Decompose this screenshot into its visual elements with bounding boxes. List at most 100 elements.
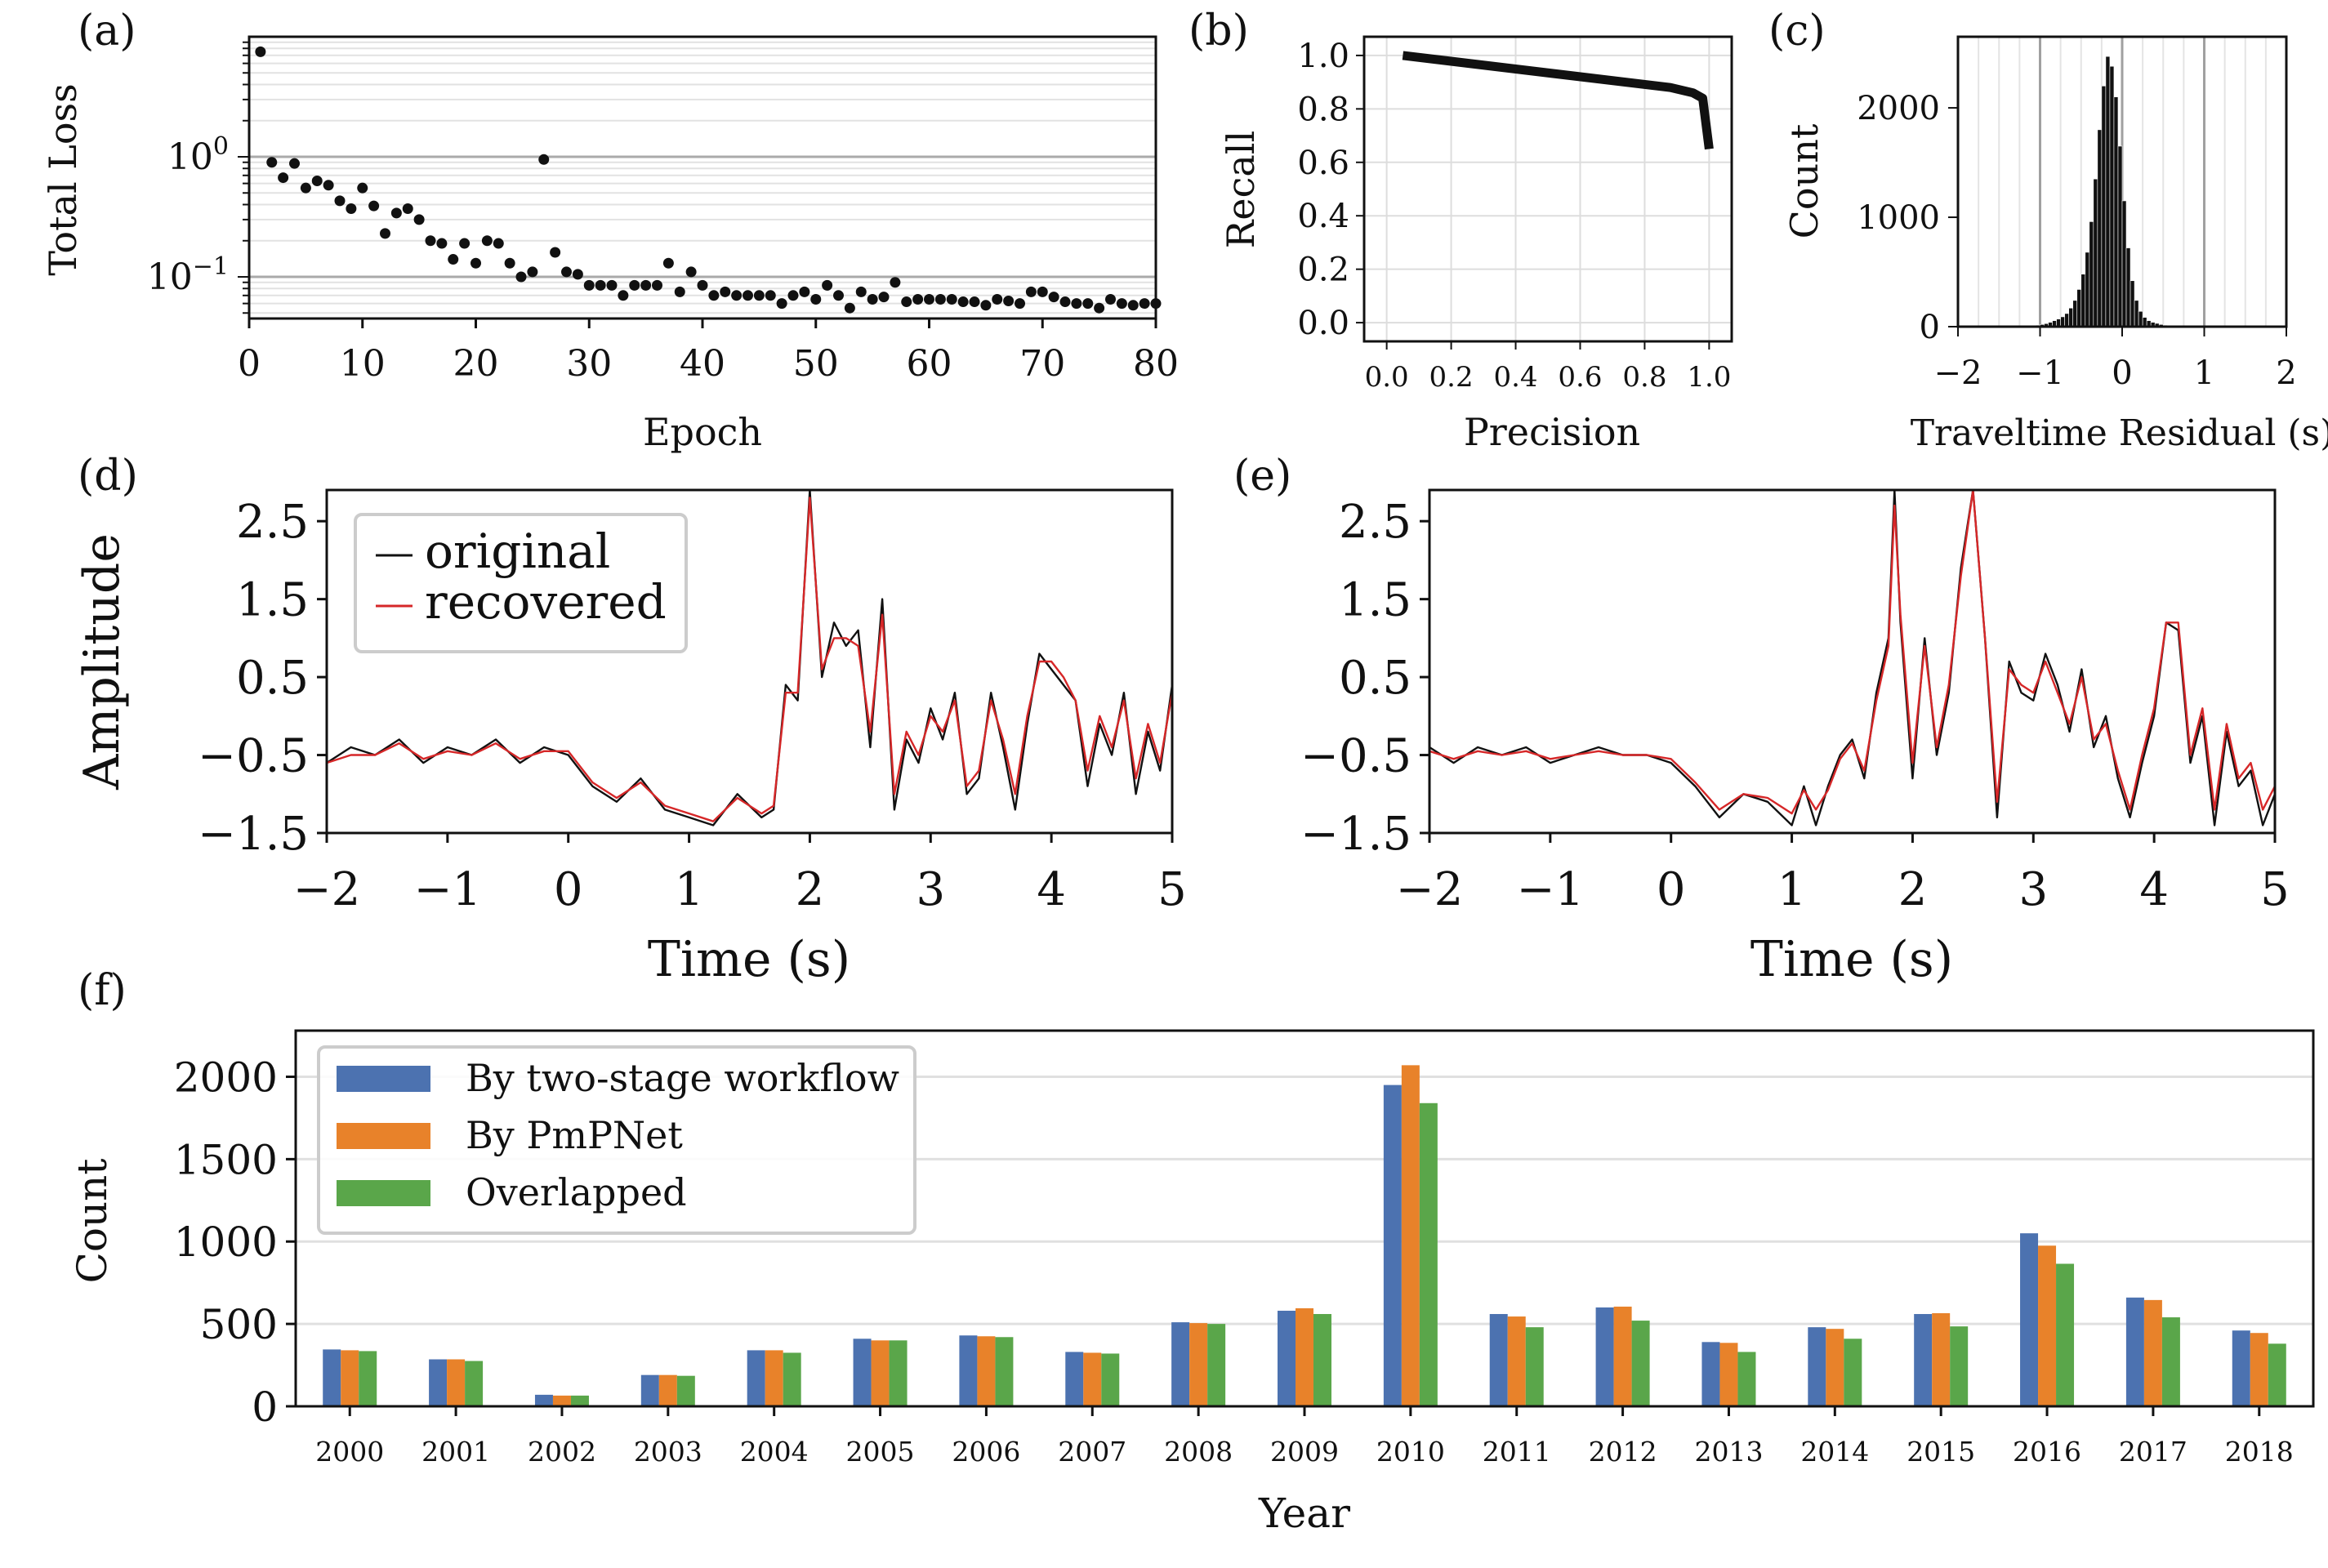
- panel-e-frame: [1428, 488, 2277, 835]
- data-point: [1082, 298, 1094, 310]
- panel-a-ticks: 0 10 20 30 40 50 60 70 80 100 10−1: [147, 41, 1179, 385]
- data-point: [595, 279, 606, 291]
- data-point: [289, 158, 300, 169]
- bar-2003-s2: [676, 1375, 695, 1406]
- panel-d-xlabel: Time (s): [648, 931, 850, 988]
- x-tick-label: 2001: [421, 1436, 490, 1468]
- data-point: [652, 279, 662, 291]
- x-tick-label: −2: [293, 863, 361, 916]
- bar-2008-s0: [1171, 1322, 1190, 1406]
- y-tick-label: 0.4: [1297, 198, 1349, 235]
- x-tick-label: 2009: [1270, 1436, 1339, 1468]
- y-tick-label: 1.5: [1339, 574, 1412, 627]
- bar-2015-s1: [1932, 1313, 1951, 1406]
- data-point: [311, 176, 323, 187]
- panel-a-grid: [249, 41, 1156, 314]
- y-tick-label: −1.5: [198, 808, 309, 861]
- data-point: [662, 257, 674, 269]
- data-point: [720, 286, 731, 297]
- y-tick-label: 0: [252, 1383, 278, 1431]
- data-point: [912, 294, 924, 305]
- x-tick-label: 0.8: [1622, 361, 1666, 394]
- bar-2002-s2: [570, 1395, 589, 1406]
- data-point: [776, 298, 787, 310]
- data-point: [787, 290, 799, 301]
- bar-2016-s1: [2038, 1245, 2057, 1406]
- x-tick-label: 4: [2139, 863, 2169, 916]
- histogram-bar: [2076, 289, 2082, 327]
- bar-2004-s0: [747, 1350, 765, 1406]
- x-tick-label: 40: [680, 343, 725, 385]
- histogram-bar: [2138, 310, 2143, 327]
- data-point: [1105, 294, 1116, 305]
- histogram-bar: [2060, 316, 2065, 327]
- legend-box: [317, 1045, 916, 1235]
- data-point: [1139, 298, 1150, 310]
- panel-d: (d) −2 −1 0 1 2 3 4 5 −1.5 −0.5 0.5 1.5 2.5 original…: [74, 452, 1187, 988]
- bar-2015-s2: [1950, 1326, 1969, 1406]
- panel-b-curve: [1402, 51, 1714, 150]
- x-tick-label: 2016: [2013, 1436, 2081, 1468]
- bar-2007-s2: [1101, 1353, 1120, 1406]
- data-point: [572, 269, 583, 280]
- panel-e-letter: (e): [1233, 452, 1291, 501]
- data-point: [448, 254, 459, 265]
- data-point: [1037, 286, 1048, 297]
- data-point: [504, 257, 515, 269]
- y-tick-label: 0.5: [236, 652, 309, 705]
- data-point: [1015, 298, 1025, 310]
- bar-2010-s0: [1383, 1085, 1402, 1406]
- data-point: [969, 296, 980, 308]
- legend-label-recovered: recovered: [425, 574, 667, 630]
- data-point: [946, 294, 957, 305]
- data-point: [1127, 300, 1139, 311]
- histogram-bar: [2113, 96, 2119, 327]
- histogram-bar: [2072, 300, 2078, 327]
- x-tick-label: 5: [1157, 863, 1187, 916]
- data-point: [753, 290, 765, 301]
- data-point: [810, 294, 822, 305]
- panel-d-ylabel: Amplitude: [74, 533, 131, 791]
- histogram-bar: [2097, 129, 2103, 327]
- x-tick-label: 2006: [952, 1436, 1020, 1468]
- data-point: [278, 172, 289, 184]
- data-point: [436, 238, 448, 249]
- data-point: [1003, 296, 1015, 307]
- bar-2008-s2: [1207, 1324, 1226, 1406]
- x-tick-label: 0.2: [1429, 361, 1474, 394]
- x-tick-label: 1.0: [1687, 361, 1731, 394]
- y-tick-label: 1000: [174, 1218, 278, 1266]
- panel-c: (c) −2 −1 0 1 2 0 1000 2000 Traveltime Residual…: [1768, 7, 2328, 454]
- data-point: [1025, 286, 1037, 297]
- panel-b-ylabel: Recall: [1219, 131, 1263, 248]
- bar-2011-s1: [1507, 1316, 1526, 1406]
- panel-d-legend: original recovered: [354, 513, 688, 653]
- bar-2000-s1: [341, 1350, 359, 1406]
- data-point: [924, 294, 934, 305]
- data-point: [867, 294, 878, 305]
- panel-f-xlabel: Year: [1258, 1490, 1350, 1537]
- panel-c-ylabel: Count: [1782, 123, 1826, 238]
- data-point: [515, 271, 527, 283]
- x-tick-label: 2012: [1589, 1436, 1657, 1468]
- data-point: [346, 203, 357, 214]
- data-point: [833, 290, 844, 301]
- legend-label-original: original: [425, 523, 610, 579]
- bar-2018-s0: [2232, 1330, 2250, 1406]
- bar-2018-s1: [2250, 1333, 2268, 1406]
- data-point: [493, 238, 504, 249]
- bar-2014-s0: [1808, 1327, 1826, 1406]
- data-point: [822, 279, 833, 291]
- data-point: [334, 195, 346, 207]
- x-tick-label: −1: [2016, 354, 2064, 392]
- y-tick-label: 0.8: [1297, 91, 1349, 128]
- x-tick-label: 80: [1133, 343, 1179, 385]
- bar-2006-s2: [995, 1337, 1014, 1406]
- bar-2003-s1: [658, 1374, 677, 1406]
- bar-2009-s2: [1313, 1314, 1331, 1406]
- y-tick-label: 0.2: [1297, 252, 1349, 289]
- bar-2013-s0: [1701, 1342, 1720, 1406]
- x-tick-label: 2008: [1164, 1436, 1233, 1468]
- bar-2002-s1: [552, 1395, 571, 1406]
- bar-2012-s0: [1595, 1307, 1614, 1406]
